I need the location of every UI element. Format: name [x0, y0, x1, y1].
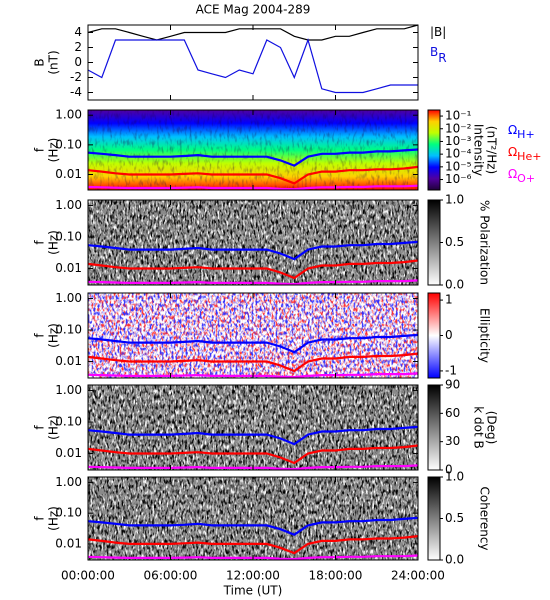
y-tick-label: -4 — [70, 85, 82, 99]
y-axis-label: (Hz) — [47, 323, 61, 348]
y-axis-label: (nT) — [47, 50, 61, 74]
colorbar — [427, 109, 441, 191]
y-tick-label: 0.10 — [55, 506, 82, 520]
y-tick-label: 1.00 — [55, 475, 82, 489]
colorbar-label: (nT²/Hz) — [485, 126, 499, 174]
x-tick-label: 12:00:00 — [226, 569, 280, 583]
spectrogram-texture — [88, 477, 418, 560]
y-tick-label: 0.10 — [55, 415, 82, 429]
y-axis-label: f — [33, 240, 47, 245]
y-tick-label: 0.01 — [55, 446, 82, 460]
y-axis-label: f — [33, 516, 47, 521]
colorbar-label: (Deg) — [485, 411, 499, 445]
cyclotron-line — [87, 333, 419, 354]
y-tick-label: 1.00 — [55, 108, 82, 122]
legend-label: ΩO+ — [508, 167, 535, 186]
cyclotron-line — [87, 259, 419, 280]
colorbar-label: Intensity — [472, 124, 486, 176]
y-axis-label: f — [33, 333, 47, 338]
y-tick-label: 1.00 — [55, 198, 82, 212]
cyclotron-line — [87, 148, 419, 167]
colorbar-tick-label: 30 — [445, 434, 460, 448]
y-axis-label: f — [33, 425, 47, 430]
legend-label: |B| — [430, 25, 446, 39]
colorbar-label: Ellipticity — [478, 308, 492, 363]
colorbar — [427, 292, 441, 379]
y-tick-label: 0 — [74, 55, 82, 69]
legend-label: ΩHe+ — [508, 145, 541, 164]
colorbar-tick-label: 10⁻¹ — [445, 109, 472, 123]
cyclotron-line — [87, 165, 419, 185]
colorbar-tick-label: 1 — [445, 293, 453, 307]
y-axis-label: B — [33, 58, 47, 66]
colorbar-tick-label: 10⁻² — [445, 121, 472, 135]
cyclotron-line — [87, 352, 419, 373]
cyclotron-line — [87, 516, 419, 536]
y-tick-label: 0.10 — [55, 230, 82, 244]
y-tick-label: 0.10 — [55, 137, 82, 151]
y-tick-label: 4 — [74, 25, 82, 39]
legend-label: BR — [430, 45, 447, 65]
y-tick-label: 2 — [74, 40, 82, 54]
y-tick-label: 0.10 — [55, 323, 82, 337]
colorbar-tick-label: 1.0 — [445, 470, 464, 484]
colorbar-tick-label: 10⁻⁵ — [445, 159, 472, 173]
y-axis-label: f — [33, 147, 47, 152]
x-tick-label: 18:00:00 — [309, 569, 363, 583]
colorbar-tick-label: 0.0 — [445, 553, 464, 567]
colorbar-label: k dot B — [472, 406, 486, 448]
colorbar — [427, 476, 441, 561]
colorbar-tick-label: 10⁻⁴ — [445, 147, 472, 161]
colorbar-tick-label: -1 — [445, 363, 457, 377]
y-axis-label: (Hz) — [47, 415, 61, 440]
y-tick-label: 0.01 — [55, 261, 82, 275]
colorbar — [427, 199, 441, 286]
colorbar-tick-label: 0.0 — [445, 278, 464, 292]
cyclotron-line — [87, 535, 419, 555]
spectrogram-texture — [88, 200, 418, 285]
y-axis-label: (Hz) — [47, 506, 61, 531]
colorbar-tick-label: 10⁻³ — [445, 134, 472, 148]
cyclotron-line — [87, 240, 419, 261]
y-tick-label: 1.00 — [55, 383, 82, 397]
y-tick-label: 1.00 — [55, 291, 82, 305]
colorbar — [427, 384, 441, 471]
colorbar-tick-label: 60 — [445, 406, 460, 420]
colorbar-tick-label: 0 — [445, 328, 453, 342]
y-tick-label: -2 — [70, 70, 82, 84]
colorbar-label: % Polarization — [478, 200, 492, 285]
chart-title: ACE Mag 2004-289 — [196, 3, 311, 17]
colorbar-tick-label: 0.5 — [445, 511, 464, 525]
legend-label: ΩH+ — [508, 123, 535, 142]
line-series — [87, 38, 418, 94]
colorbar-label: Coherency — [478, 486, 492, 550]
cyclotron-line — [87, 444, 419, 465]
x-tick-label: 00:00:00 — [61, 569, 115, 583]
y-axis-label: (Hz) — [47, 138, 61, 163]
y-tick-label: 0.01 — [55, 536, 82, 550]
colorbar-tick-label: 90 — [445, 378, 460, 392]
y-tick-label: 0.01 — [55, 167, 82, 181]
colorbar-tick-label: 1.0 — [445, 193, 464, 207]
plot-frame — [87, 24, 419, 101]
y-tick-label: 0.01 — [55, 354, 82, 368]
colorbar-tick-label: 0 — [445, 463, 453, 477]
x-tick-label: 24:00:00 — [391, 569, 445, 583]
spectrogram-texture — [88, 293, 418, 378]
x-tick-label: 06:00:00 — [144, 569, 198, 583]
spectrogram-texture — [88, 110, 418, 190]
x-axis-label: Time (UT) — [223, 584, 283, 598]
colorbar-tick-label: 10⁻⁶ — [445, 172, 472, 186]
y-axis-label: (Hz) — [47, 230, 61, 255]
cyclotron-line — [87, 425, 419, 446]
colorbar-tick-label: 0.5 — [445, 235, 464, 249]
spectrogram-texture — [88, 385, 418, 470]
